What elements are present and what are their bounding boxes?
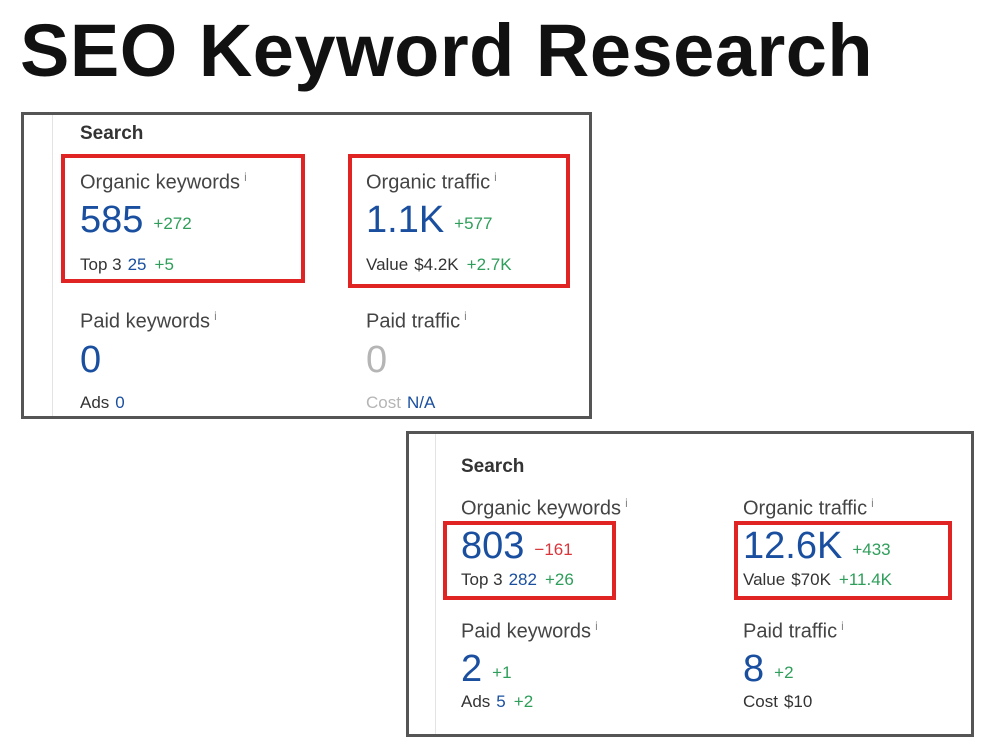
organic-keywords-metric: 585 +272 <box>80 201 192 239</box>
organic-keywords-label-text: Organic keywords <box>80 171 241 194</box>
traffic-value-amount: $4.2K <box>414 255 459 274</box>
paid-keywords-label: Paid keywords i <box>80 309 217 334</box>
info-icon[interactable]: i <box>625 496 628 510</box>
info-icon[interactable]: i <box>595 619 598 633</box>
paid-traffic-value: 0 <box>366 339 388 381</box>
cost-label: Cost <box>743 692 778 711</box>
panel-divider-line <box>435 434 436 734</box>
organic-traffic-label: Organic traffic i <box>366 170 497 195</box>
info-icon[interactable]: i <box>244 170 247 184</box>
organic-keywords-label-text: Organic keywords <box>461 497 622 520</box>
paid-traffic-cost: Cost N/A <box>366 393 435 413</box>
ads-label: Ads <box>80 393 110 412</box>
page-title: SEO Keyword Research <box>20 9 874 92</box>
organic-keywords-metric: 803 −161 <box>461 527 573 565</box>
top3-label: Top 3 <box>80 255 122 274</box>
organic-traffic-metric: 1.1K +577 <box>366 201 492 239</box>
top3-label: Top 3 <box>461 570 503 589</box>
paid-traffic-delta: +2 <box>774 663 794 682</box>
organic-traffic-delta: +577 <box>454 214 493 233</box>
search-panel-1: Search Organic keywords i 585 +272 Top 3 25… <box>21 112 592 419</box>
top3-value[interactable]: 282 <box>508 570 537 589</box>
ads-label: Ads <box>461 692 491 711</box>
organic-traffic-label-text: Organic traffic <box>743 497 868 520</box>
cost-label: Cost <box>366 393 401 412</box>
paid-traffic-cost: Cost $10 <box>743 692 812 712</box>
panel-divider-line <box>52 115 53 416</box>
organic-keywords-top3: Top 3 25 +5 <box>80 255 174 275</box>
paid-traffic-metric: 0 <box>366 341 387 379</box>
organic-traffic-delta: +433 <box>852 540 891 559</box>
paid-traffic-metric: 8 +2 <box>743 650 794 688</box>
cost-value: N/A <box>406 393 436 412</box>
traffic-value-amount: $70K <box>791 570 831 589</box>
organic-keywords-delta: +272 <box>153 214 192 233</box>
top3-value[interactable]: 25 <box>127 255 147 274</box>
info-icon[interactable]: i <box>871 496 874 510</box>
info-icon[interactable]: i <box>464 309 467 323</box>
organic-traffic-value[interactable]: 1.1K <box>366 199 445 241</box>
organic-keywords-label: Organic keywords i <box>461 496 628 521</box>
paid-traffic-label-text: Paid traffic <box>743 620 838 643</box>
paid-traffic-label-text: Paid traffic <box>366 310 461 333</box>
paid-keywords-value[interactable]: 2 <box>461 648 483 690</box>
paid-keywords-label-text: Paid keywords <box>80 310 211 333</box>
highlight-box-organic-keywords <box>443 521 616 600</box>
organic-traffic-label-text: Organic traffic <box>366 171 491 194</box>
paid-keywords-metric: 2 +1 <box>461 650 512 688</box>
highlight-box-organic-traffic <box>348 154 570 288</box>
paid-keywords-metric: 0 <box>80 341 101 379</box>
top3-delta: +5 <box>154 255 174 274</box>
organic-keywords-label: Organic keywords i <box>80 170 247 195</box>
organic-traffic-value-row: Value $70K +11.4K <box>743 570 892 590</box>
paid-keywords-value[interactable]: 0 <box>80 339 102 381</box>
panel-heading: Search <box>80 123 144 144</box>
value-label: Value <box>743 570 786 589</box>
organic-keywords-top3: Top 3 282 +26 <box>461 570 574 590</box>
ads-delta: +2 <box>513 692 534 711</box>
traffic-value-delta: +11.4K <box>838 570 893 589</box>
info-icon[interactable]: i <box>214 309 217 323</box>
paid-keywords-ads: Ads 5 +2 <box>461 692 533 712</box>
paid-traffic-value[interactable]: 8 <box>743 648 765 690</box>
paid-keywords-label: Paid keywords i <box>461 619 598 644</box>
organic-keywords-value[interactable]: 585 <box>80 199 144 241</box>
paid-keywords-label-text: Paid keywords <box>461 620 592 643</box>
paid-traffic-label: Paid traffic i <box>743 619 844 644</box>
paid-keywords-delta: +1 <box>492 663 512 682</box>
organic-keywords-delta: −161 <box>534 540 573 559</box>
organic-traffic-metric: 12.6K +433 <box>743 527 891 565</box>
top3-delta: +26 <box>544 570 574 589</box>
ads-value[interactable]: 0 <box>115 393 125 412</box>
organic-traffic-label: Organic traffic i <box>743 496 874 521</box>
organic-traffic-value[interactable]: 12.6K <box>743 525 843 567</box>
traffic-value-delta: +2.7K <box>466 255 512 274</box>
panel-heading: Search <box>461 456 525 477</box>
value-label: Value <box>366 255 409 274</box>
info-icon[interactable]: i <box>494 170 497 184</box>
search-panel-2: Search Organic keywords i 803 −161 Top 3 28… <box>406 431 974 737</box>
cost-value: $10 <box>783 692 813 711</box>
paid-keywords-ads: Ads 0 <box>80 393 125 413</box>
highlight-box-organic-traffic <box>734 521 952 600</box>
organic-keywords-value[interactable]: 803 <box>461 525 525 567</box>
paid-traffic-label: Paid traffic i <box>366 309 467 334</box>
highlight-box-organic-keywords <box>61 154 305 283</box>
info-icon[interactable]: i <box>841 619 844 633</box>
ads-value[interactable]: 5 <box>496 692 506 711</box>
organic-traffic-value-row: Value $4.2K +2.7K <box>366 255 512 275</box>
